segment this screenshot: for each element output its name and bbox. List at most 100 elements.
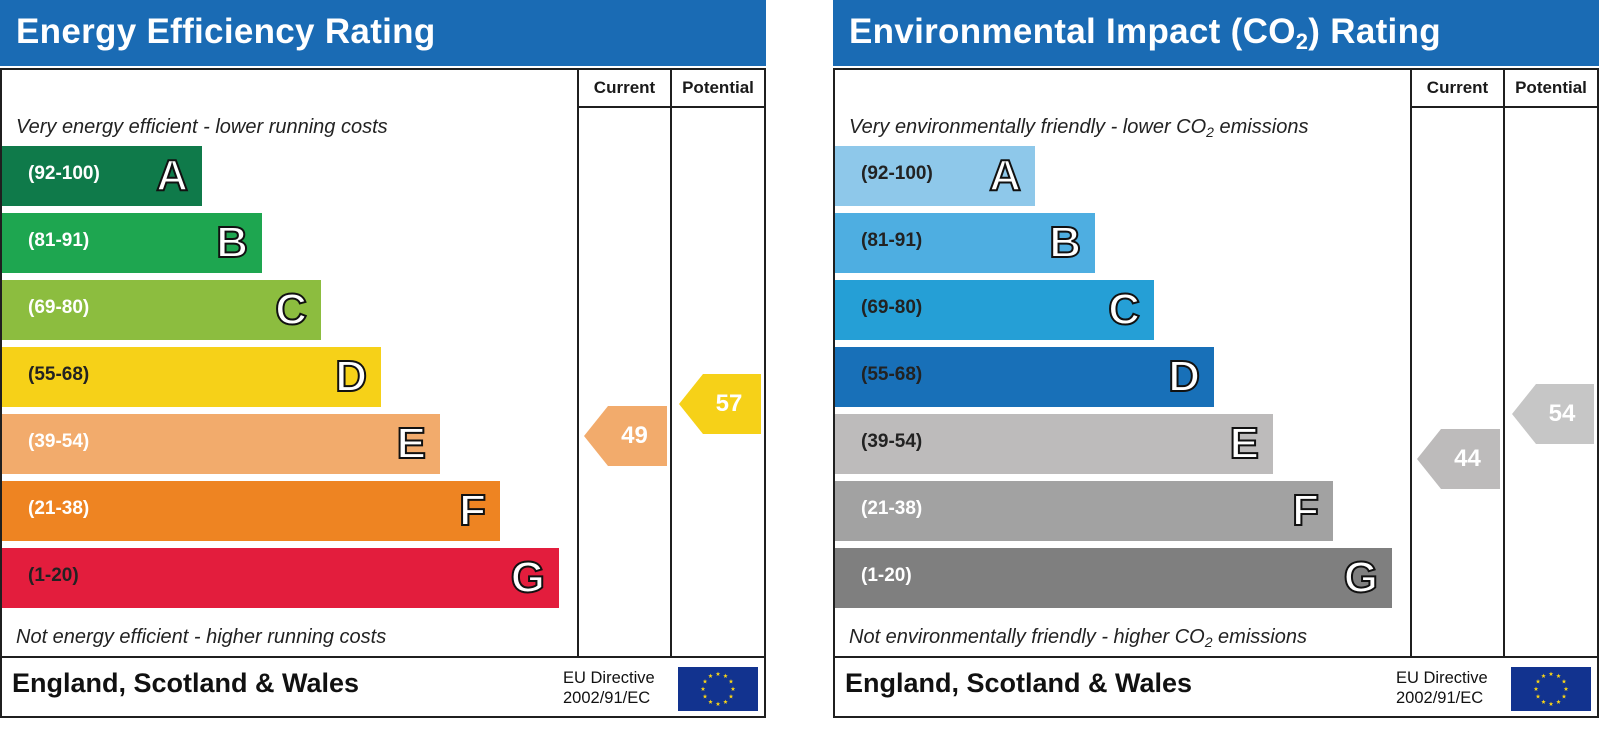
band-range-label: (81-91): [861, 230, 923, 251]
column-divider: [1503, 68, 1505, 658]
eu-star-icon: [715, 701, 721, 706]
band-letter: F: [1291, 485, 1320, 536]
energy-title-bar: Energy Efficiency Rating: [0, 0, 766, 66]
band-letter: D: [334, 351, 368, 402]
band-range-label: (1-20): [861, 565, 912, 586]
environment-eu-directive: EU Directive 2002/91/EC: [1396, 668, 1488, 708]
eu-star-icon: [723, 673, 728, 678]
band-letter: F: [458, 485, 487, 536]
eu-star-icon: [1541, 699, 1546, 704]
current-rating-value: 49: [621, 422, 648, 449]
environment-top-note: Very environmentally friendly - lower CO…: [849, 116, 1309, 140]
eu-star-icon: [1535, 694, 1541, 699]
band-letter: G: [1343, 552, 1379, 603]
band-a: (92-100) A: [2, 146, 202, 206]
environment-frame: [833, 68, 1599, 718]
band-g: (1-20) G: [2, 548, 559, 608]
column-divider: [577, 68, 579, 658]
current-rating-pointer: [584, 406, 667, 466]
band-letter: A: [988, 150, 1022, 201]
eu-flag-icon: [678, 667, 758, 711]
environment-title: Environmental Impact (CO2) Rating: [849, 12, 1441, 54]
eu-star-icon: [1563, 686, 1569, 691]
eu-star-icon: [708, 673, 713, 678]
eu-star-icon: [728, 694, 734, 699]
eu-star-icon: [1561, 694, 1567, 699]
eu-star-icon: [1548, 671, 1554, 676]
band-letter: E: [396, 418, 427, 469]
eu-star-icon: [1548, 701, 1554, 706]
potential-rating-pointer: [679, 374, 761, 434]
band-range-label: (39-54): [861, 431, 923, 452]
header-divider: [577, 106, 766, 108]
band-e: (39-54) E: [835, 414, 1273, 474]
eu-star-icon: [715, 671, 721, 676]
potential-rating-value: 54: [1548, 400, 1576, 427]
band-range-label: (81-91): [28, 230, 90, 251]
eu-star-icon: [723, 699, 728, 704]
potential-rating-pointer: [1512, 384, 1594, 444]
energy-eu-directive: EU Directive 2002/91/EC: [563, 668, 655, 708]
current-rating-value: 44: [1454, 445, 1481, 472]
eu-star-icon: [1541, 673, 1546, 678]
environment-title-bar: Environmental Impact (CO2) Rating: [833, 0, 1599, 66]
column-divider: [1410, 68, 1412, 658]
energy-title: Energy Efficiency Rating: [16, 12, 436, 51]
column-divider: [670, 68, 672, 658]
current-column-header: Current: [1426, 78, 1489, 97]
band-e: (39-54) E: [2, 414, 440, 474]
eu-star-icon: [702, 694, 708, 699]
eu-star-icon: [708, 699, 713, 704]
eu-star-icon: [700, 686, 706, 691]
eu-directive-label: EU Directive: [563, 669, 655, 687]
footer-divider: [0, 656, 766, 658]
band-range-label: (21-38): [28, 498, 90, 519]
band-g: (1-20) G: [835, 548, 1392, 608]
current-column-header: Current: [593, 78, 656, 97]
energy-efficiency-panel: Energy Efficiency Rating Current Potenti…: [0, 0, 766, 720]
band-letter: A: [155, 150, 189, 201]
eu-directive-number: 2002/91/EC: [1396, 689, 1484, 707]
eu-star-icon: [1556, 673, 1561, 678]
band-d: (55-68) D: [835, 347, 1214, 407]
band-range-label: (69-80): [28, 297, 90, 318]
environment-region-label: England, Scotland & Wales: [845, 668, 1193, 698]
eu-star-icon: [1556, 699, 1561, 704]
band-letter: C: [1107, 284, 1141, 335]
eu-star-icon: [1535, 679, 1541, 684]
band-letter: E: [1229, 418, 1260, 469]
potential-column-header: Potential: [1515, 78, 1587, 97]
eu-flag-icon: [1511, 667, 1591, 711]
band-letter: B: [1048, 217, 1082, 268]
band-letter: C: [274, 284, 308, 335]
band-range-label: (69-80): [861, 297, 923, 318]
band-range-label: (55-68): [28, 364, 90, 385]
eu-star-icon: [1561, 679, 1567, 684]
footer-divider: [833, 656, 1599, 658]
energy-bottom-note: Not energy efficient - higher running co…: [16, 626, 387, 648]
potential-column-header: Potential: [682, 78, 754, 97]
band-f: (21-38) F: [2, 481, 500, 541]
environmental-impact-panel: Environmental Impact (CO2) Rating Curren…: [833, 0, 1599, 720]
band-c: (69-80) C: [835, 280, 1154, 340]
eu-star-icon: [728, 679, 734, 684]
band-range-label: (21-38): [861, 498, 923, 519]
eu-star-icon: [730, 686, 736, 691]
energy-top-note: Very energy efficient - lower running co…: [16, 116, 388, 138]
eu-star-icon: [1533, 686, 1539, 691]
eu-directive-number: 2002/91/EC: [563, 689, 651, 707]
band-a: (92-100) A: [835, 146, 1035, 206]
band-d: (55-68) D: [2, 347, 381, 407]
band-f: (21-38) F: [835, 481, 1333, 541]
eu-directive-label: EU Directive: [1396, 669, 1488, 687]
band-c: (69-80) C: [2, 280, 321, 340]
band-range-label: (92-100): [861, 163, 933, 184]
band-letter: D: [1167, 351, 1201, 402]
band-letter: G: [510, 552, 546, 603]
band-range-label: (92-100): [28, 163, 100, 184]
band-range-label: (39-54): [28, 431, 90, 452]
band-range-label: (1-20): [28, 565, 79, 586]
eu-star-icon: [702, 679, 708, 684]
band-letter: B: [215, 217, 249, 268]
current-rating-pointer: [1417, 429, 1500, 489]
